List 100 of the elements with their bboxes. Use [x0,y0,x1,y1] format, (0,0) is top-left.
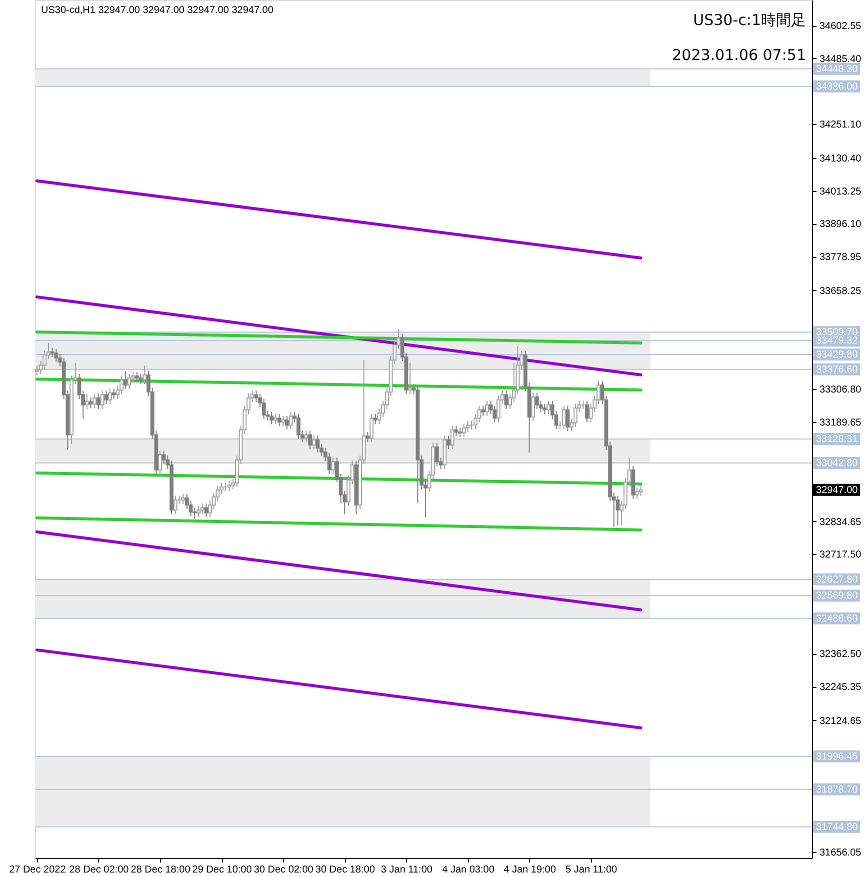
candlestick [450,425,454,450]
candlestick [573,403,578,428]
candlestick [112,388,116,400]
x-tick-label: 29 Dec 10:00 [192,864,252,876]
candlestick [288,411,293,430]
candlestick [562,405,566,430]
candlestick [454,425,458,437]
candlestick [285,415,289,430]
candlestick [462,423,466,438]
candlestick [54,348,58,363]
y-tick-label: 33778.95 [820,252,862,264]
candlestick [108,388,112,405]
y-tick-label: 34013.25 [820,186,862,198]
ref-line-label: 33479.32 [816,336,858,347]
candlestick [162,450,166,465]
candlestick [142,365,147,385]
candlestick [566,405,570,432]
x-tick-label: 27 Dec 2022 [9,864,66,876]
candlestick [531,392,536,422]
ref-line-label: 32569.80 [816,590,858,602]
candlestick [96,393,100,410]
y-tick-label: 32834.65 [820,516,862,528]
candlestick [366,431,370,443]
candlestick [100,390,104,410]
x-tick-label: 3 Jan 11:00 [380,864,433,876]
x-tick-label: 28 Dec 18:00 [130,864,191,876]
x-tick-label: 30 Dec 18:00 [315,864,376,876]
candlestick [104,390,108,405]
candlestick [316,435,320,453]
candlestick [585,400,589,423]
candlestick [446,435,450,450]
candlestick [504,390,508,410]
candlestick [373,413,378,425]
y-tick-label: 34485.40 [820,54,862,65]
ref-line-label: 34448.30 [816,64,858,75]
candlestick [327,452,332,475]
y-tick-label: 34130.40 [820,154,862,165]
y-tick-label: 34251.10 [820,120,862,131]
ref-line-label: 33429.80 [816,349,858,360]
candlestick [273,413,278,425]
candlestick [88,397,93,409]
y-tick-label: 33658.25 [820,286,862,297]
y-tick-label: 33896.10 [820,219,862,230]
candlestick [34,365,39,376]
candlestick [204,503,208,518]
candlestick [277,413,282,427]
y-tick-label: 32362.50 [820,649,862,660]
ref-line-label: 32488.60 [816,613,858,624]
y-tick-label: 33189.65 [820,417,862,428]
candlestick [535,392,539,410]
candlestick [227,480,232,492]
candlestick [435,442,439,467]
text: US30-c:1時間足 [693,11,806,29]
candlestick [616,495,620,526]
ref-line-label: 33128.31 [816,434,858,446]
x-tick-label: 4 Jan 19:00 [504,864,556,876]
candlestick [281,415,286,427]
candlestick [542,403,547,415]
candlestick [331,457,336,475]
candlestick [481,405,486,417]
candlestick [123,370,128,390]
y-tick-label: 31656.05 [820,847,862,858]
candlestick [312,435,316,450]
ref-line-label: 32627.80 [816,574,858,586]
ref-line-label: 34386.00 [816,81,858,92]
candlestick [254,390,258,403]
candlestick [196,505,200,518]
text: 32947.00 [816,484,858,496]
candlestick [200,503,204,515]
ref-line-label: 33042.80 [816,458,858,469]
text: 2023.01.06 07:51 [672,46,806,64]
x-tick-label: 5 Jan 11:00 [566,864,618,876]
ref-line-label: 33376.60 [816,364,858,376]
ref-line-label: 31996.45 [816,751,858,762]
candlestick [296,413,300,440]
candlestick [466,420,470,433]
x-tick-label: 30 Dec 02:00 [254,864,314,876]
candlestick [92,393,97,409]
x-tick-label: 4 Jan 03:00 [442,864,495,876]
candlestick [270,411,274,425]
candlestick [120,375,124,395]
candlestick [370,413,374,443]
candlestick [173,495,178,515]
candlestick [308,430,312,450]
y-tick-label: 32717.50 [820,550,862,561]
ref-line-label: 31744.80 [816,822,858,833]
y-tick-label: 33306.80 [820,384,862,396]
candlestick [635,487,639,500]
candlestick [134,371,139,383]
candlestick [304,430,308,443]
y-tick-label: 32124.65 [820,716,862,727]
candlestick [84,393,89,410]
candlestick [638,485,643,497]
candlestick [458,427,462,438]
candlestick [485,400,489,417]
candlestick [127,373,132,390]
x-tick-label: 28 Dec 02:00 [69,864,130,876]
candlestick [181,493,186,505]
y-tick-label: 32245.35 [820,682,862,694]
ref-line-label: 31878.70 [816,784,858,796]
